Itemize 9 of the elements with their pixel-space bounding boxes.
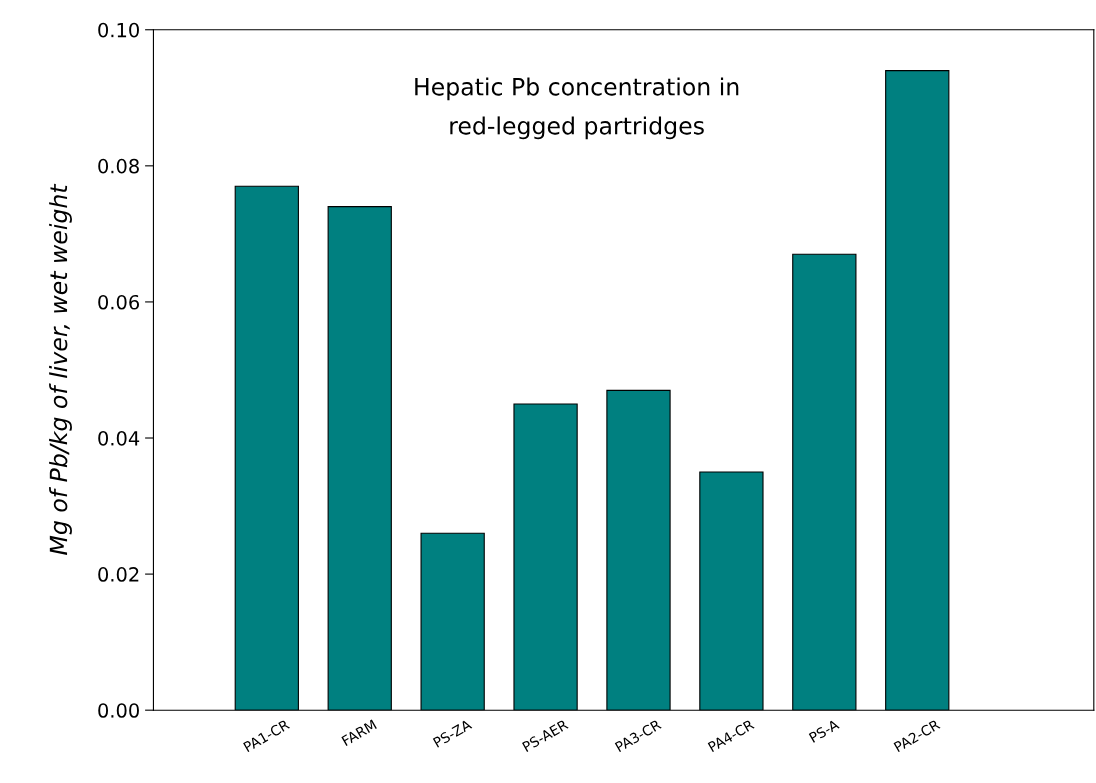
x-tick-label: PS-A <box>808 718 840 743</box>
y-tick-label: 0.08 <box>98 158 139 174</box>
y-tick-label: 0.02 <box>98 567 139 582</box>
y-tick-label: 0.00 <box>98 703 139 718</box>
y-tick-label: 0.04 <box>98 430 140 446</box>
y-tick-label: 0.10 <box>98 22 139 38</box>
y-tick-label: 0.06 <box>98 294 140 310</box>
text: Hepatic Pb concentration in red-legged partridges <box>415 77 739 140</box>
y-axis-title: Mg of Pb/kg of liver, wet weight <box>49 183 72 555</box>
